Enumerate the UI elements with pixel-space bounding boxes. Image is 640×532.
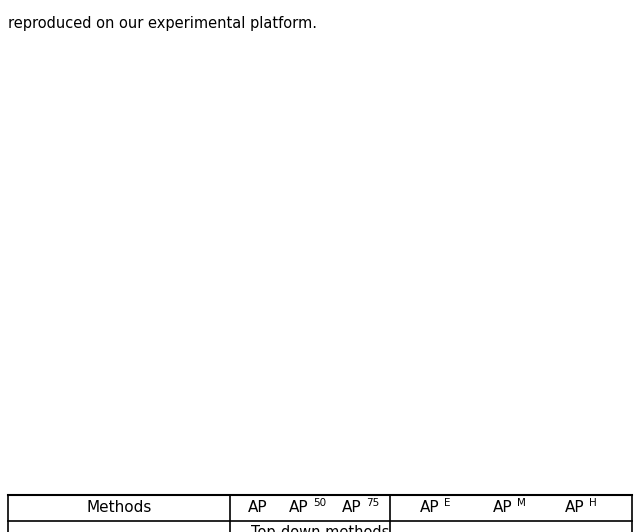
Text: E: E (444, 498, 451, 508)
Text: AP: AP (420, 501, 440, 516)
Text: reproduced on our experimental platform.: reproduced on our experimental platform. (8, 16, 317, 31)
Text: 50: 50 (313, 498, 326, 508)
Text: M: M (517, 498, 526, 508)
Text: H: H (589, 498, 596, 508)
Text: AP: AP (493, 501, 513, 516)
Text: 75: 75 (366, 498, 380, 508)
Text: AP: AP (342, 501, 362, 516)
Text: AP: AP (565, 501, 585, 516)
Text: Methods: Methods (86, 501, 152, 516)
Text: AP: AP (289, 501, 309, 516)
Text: AP: AP (248, 501, 268, 516)
Text: Top-down methods: Top-down methods (251, 525, 389, 532)
